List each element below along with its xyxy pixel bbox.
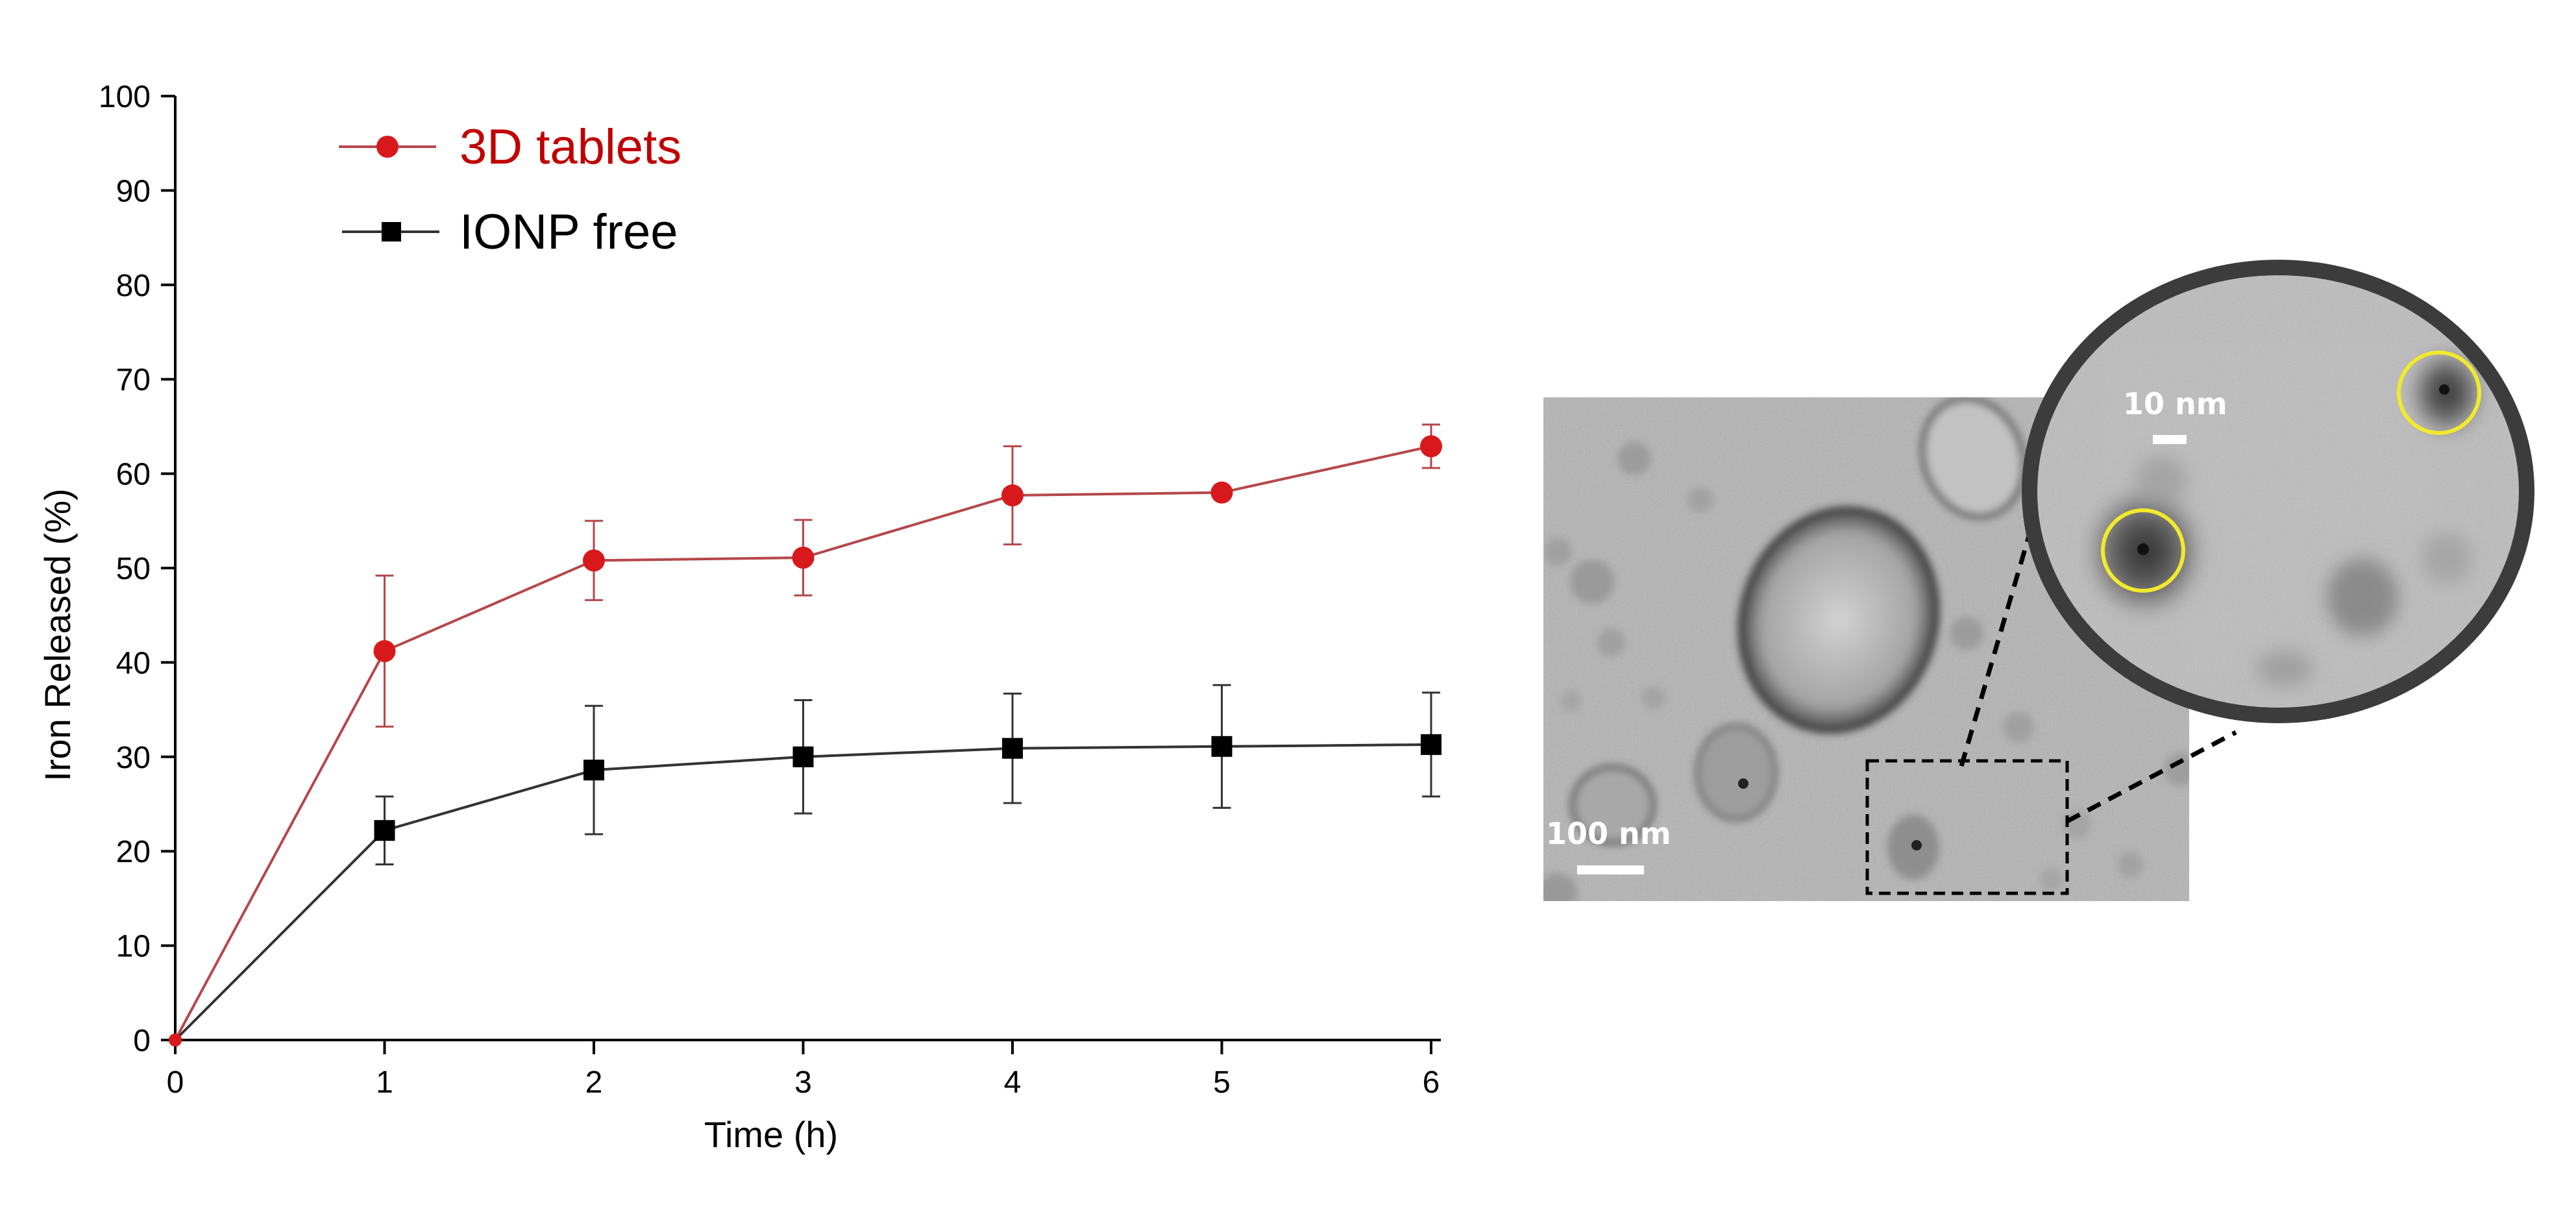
y-tick-label: 20 <box>116 835 151 869</box>
inset-particle <box>2421 532 2473 584</box>
series-3d-tablets <box>169 423 1442 1047</box>
data-point <box>792 547 815 569</box>
inset-particle <box>2327 558 2398 636</box>
zoom-connector-top <box>1959 515 2037 767</box>
y-axis-title: Iron Released (%) <box>37 488 78 781</box>
line-chart: 0 10 20 30 40 50 60 70 80 90 100 0 1 2 3 4 5 6 Iron Rele… <box>37 80 1442 1155</box>
scale-bar-inset <box>2153 435 2187 444</box>
data-point <box>1420 435 1442 458</box>
chart-axes <box>174 96 1441 1041</box>
zoom-connector-bottom <box>2066 730 2237 824</box>
tem-particles <box>1543 397 2189 901</box>
data-point <box>583 549 605 572</box>
y-tick-label: 60 <box>116 458 151 492</box>
particle <box>1687 487 1713 513</box>
data-point <box>1210 481 1233 504</box>
y-tick-label: 90 <box>116 174 151 208</box>
data-point-origin <box>169 1034 182 1047</box>
particle <box>1570 560 1614 604</box>
data-point <box>1421 734 1441 755</box>
highlight-ring <box>2101 508 2185 593</box>
large-vesicle <box>1737 506 1940 734</box>
nanoparticle-core <box>2137 543 2149 555</box>
particle <box>2003 712 2034 743</box>
legend-marker-square <box>382 222 401 242</box>
chart-legend: 3D tablets IONP free <box>339 119 681 260</box>
legend-label-ionp-free: IONP free <box>460 204 678 260</box>
y-tick-label: 50 <box>116 552 151 586</box>
series-layer <box>169 423 1442 1047</box>
y-tick-label: 10 <box>116 930 151 964</box>
x-tick-label: 4 <box>1004 1065 1022 1100</box>
inset-border <box>2022 260 2534 723</box>
magnified-inset: 10 nm <box>2022 260 2534 723</box>
y-ticks: 0 10 20 30 40 50 60 70 80 90 100 <box>99 80 175 1058</box>
x-tick-label: 5 <box>1213 1065 1231 1100</box>
y-tick-label: 40 <box>116 646 151 680</box>
data-point <box>374 820 395 841</box>
highlight-ring <box>2397 351 2481 435</box>
vesicle-bottom-left <box>1570 765 1656 845</box>
zoom-box <box>1865 759 2069 895</box>
dark-core <box>1911 840 1922 850</box>
data-point <box>1211 736 1233 757</box>
legend-item-3d-tablets: 3D tablets <box>339 119 681 175</box>
scale-bar-label-main: 100 nm <box>1546 816 1671 851</box>
particle <box>1597 628 1625 657</box>
particle <box>1543 873 1577 901</box>
scale-bar-label-inset: 10 nm <box>2123 386 2227 421</box>
series-ionp-free <box>169 684 1441 1047</box>
particle <box>1543 538 1572 566</box>
vesicle-top-right <box>1920 397 2026 519</box>
x-axis-title: Time (h) <box>704 1114 838 1155</box>
y-tick-label: 30 <box>116 741 151 775</box>
nanoparticle-core <box>2439 384 2449 395</box>
x-tick-label: 0 <box>167 1065 184 1100</box>
y-tick-label: 100 <box>99 80 151 114</box>
x-ticks: 0 1 2 3 4 5 6 <box>167 1040 1440 1100</box>
data-point <box>792 746 814 767</box>
inset-particle <box>2255 650 2314 687</box>
legend-label-3d-tablets: 3D tablets <box>460 119 681 175</box>
data-point <box>583 760 604 781</box>
x-tick-label: 1 <box>376 1065 393 1100</box>
inset-particle <box>2135 456 2187 505</box>
legend-marker-circle <box>376 136 399 158</box>
dark-core <box>1738 778 1748 789</box>
data-point <box>373 639 396 662</box>
scale-bar-main <box>1577 865 1644 874</box>
particle <box>2039 868 2063 891</box>
x-tick-label: 2 <box>585 1065 603 1100</box>
particle <box>1950 616 1983 650</box>
y-tick-label: 70 <box>116 363 151 397</box>
data-point <box>1002 737 1023 759</box>
particle <box>1617 441 1651 475</box>
legend-item-ionp-free: IONP free <box>342 204 678 260</box>
y-tick-label: 0 <box>133 1024 151 1058</box>
x-tick-label: 6 <box>1423 1065 1440 1100</box>
particle <box>1642 686 1665 710</box>
particle <box>1560 691 1581 712</box>
vesicle-mid <box>1695 724 1777 821</box>
particle <box>2117 852 2143 878</box>
data-point <box>1001 484 1024 507</box>
y-tick-label: 80 <box>116 269 151 303</box>
x-tick-label: 3 <box>794 1065 812 1100</box>
